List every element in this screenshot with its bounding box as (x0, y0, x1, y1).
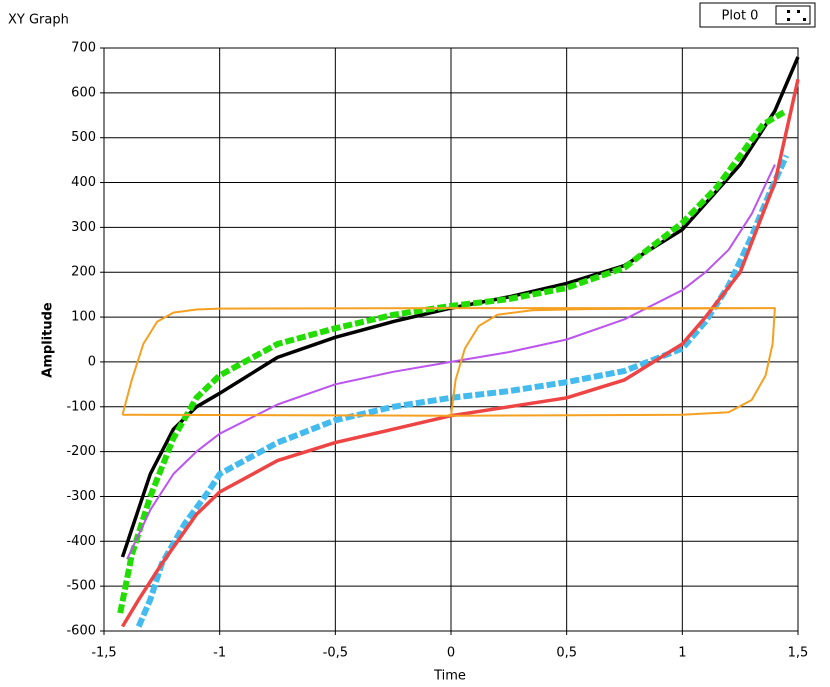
y-tick-label: -600 (66, 624, 96, 639)
legend-icon (775, 5, 811, 25)
y-tick-label: 600 (71, 85, 96, 100)
x-tick-label: 0,5 (556, 646, 577, 661)
y-tick-label: -400 (66, 534, 96, 549)
x-tick-label: -1 (213, 646, 226, 661)
x-tick-label: 1 (678, 646, 686, 661)
y-tick-label: 200 (71, 265, 96, 280)
y-tick-label: 0 (88, 354, 96, 369)
y-tick-label: 700 (71, 41, 96, 56)
y-tick-label: 500 (71, 130, 96, 145)
x-tick-label: -1,5 (91, 646, 116, 661)
series-line (126, 164, 776, 560)
series-markers (117, 108, 788, 614)
series-line (121, 307, 776, 417)
y-tick-label: 100 (71, 310, 96, 325)
y-tick-label: -300 (66, 489, 96, 504)
legend-icon-dot (803, 18, 806, 21)
legend-label: Plot 0 (722, 9, 759, 24)
y-tick-label: 300 (71, 220, 96, 235)
x-tick-label: 0 (447, 646, 455, 661)
y-tick-label: -100 (66, 399, 96, 414)
x-tick-label: -0,5 (323, 646, 348, 661)
x-axis-label: Time (433, 669, 466, 684)
y-axis-label: Amplitude (41, 302, 56, 378)
legend-icon-dot (797, 10, 800, 13)
x-tick-label: 1,5 (788, 646, 809, 661)
y-tick-label: -500 (66, 579, 96, 594)
legend: Plot 0 (699, 2, 816, 28)
legend-icon-dot (787, 10, 790, 13)
chart-title: XY Graph (8, 13, 69, 28)
y-tick-label: -200 (66, 444, 96, 459)
y-tick-label: 400 (71, 175, 96, 190)
legend-icon-dot (787, 18, 790, 21)
